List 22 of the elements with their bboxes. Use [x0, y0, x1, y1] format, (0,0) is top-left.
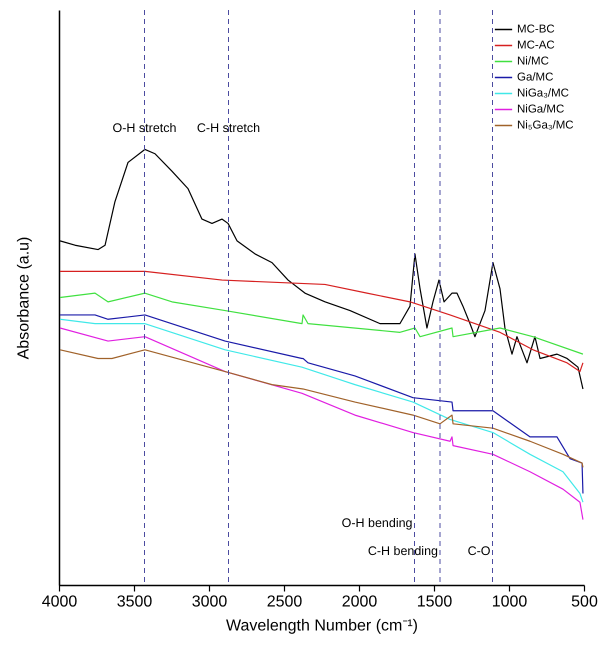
x-tick-label: 2500 [266, 594, 302, 610]
ref-line-label: C-O [468, 544, 491, 558]
legend-label: Ni₅Ga₃/MC [517, 120, 574, 132]
ref-line-label: O-H stretch [112, 121, 176, 135]
y-axis-title: Absorbance (a.u) [16, 236, 32, 360]
legend-label: MC-AC [517, 40, 555, 52]
x-axis-title: Wavelength Number (cm⁻¹) [226, 618, 418, 634]
legend-label: NiGa/MC [517, 104, 564, 116]
x-tick-label: 2000 [342, 594, 378, 610]
legend-label: Ga/MC [517, 72, 554, 84]
x-tick-label: 3500 [116, 594, 152, 610]
legend-label: NiGa₃/MC [517, 88, 569, 100]
x-tick-label: 4000 [42, 594, 78, 610]
legend-label: Ni/MC [517, 56, 549, 68]
x-tick-label: 1500 [416, 594, 452, 610]
x-tick-label: 3000 [192, 594, 228, 610]
ref-line-label: C-H bending [368, 544, 438, 558]
x-tick-label: 1000 [492, 594, 528, 610]
x-tick-label: 500 [571, 594, 598, 610]
ref-line-label: O-H bending [342, 516, 413, 530]
ref-line-label: C-H stretch [196, 121, 260, 135]
legend-label: MC-BC [517, 24, 555, 36]
